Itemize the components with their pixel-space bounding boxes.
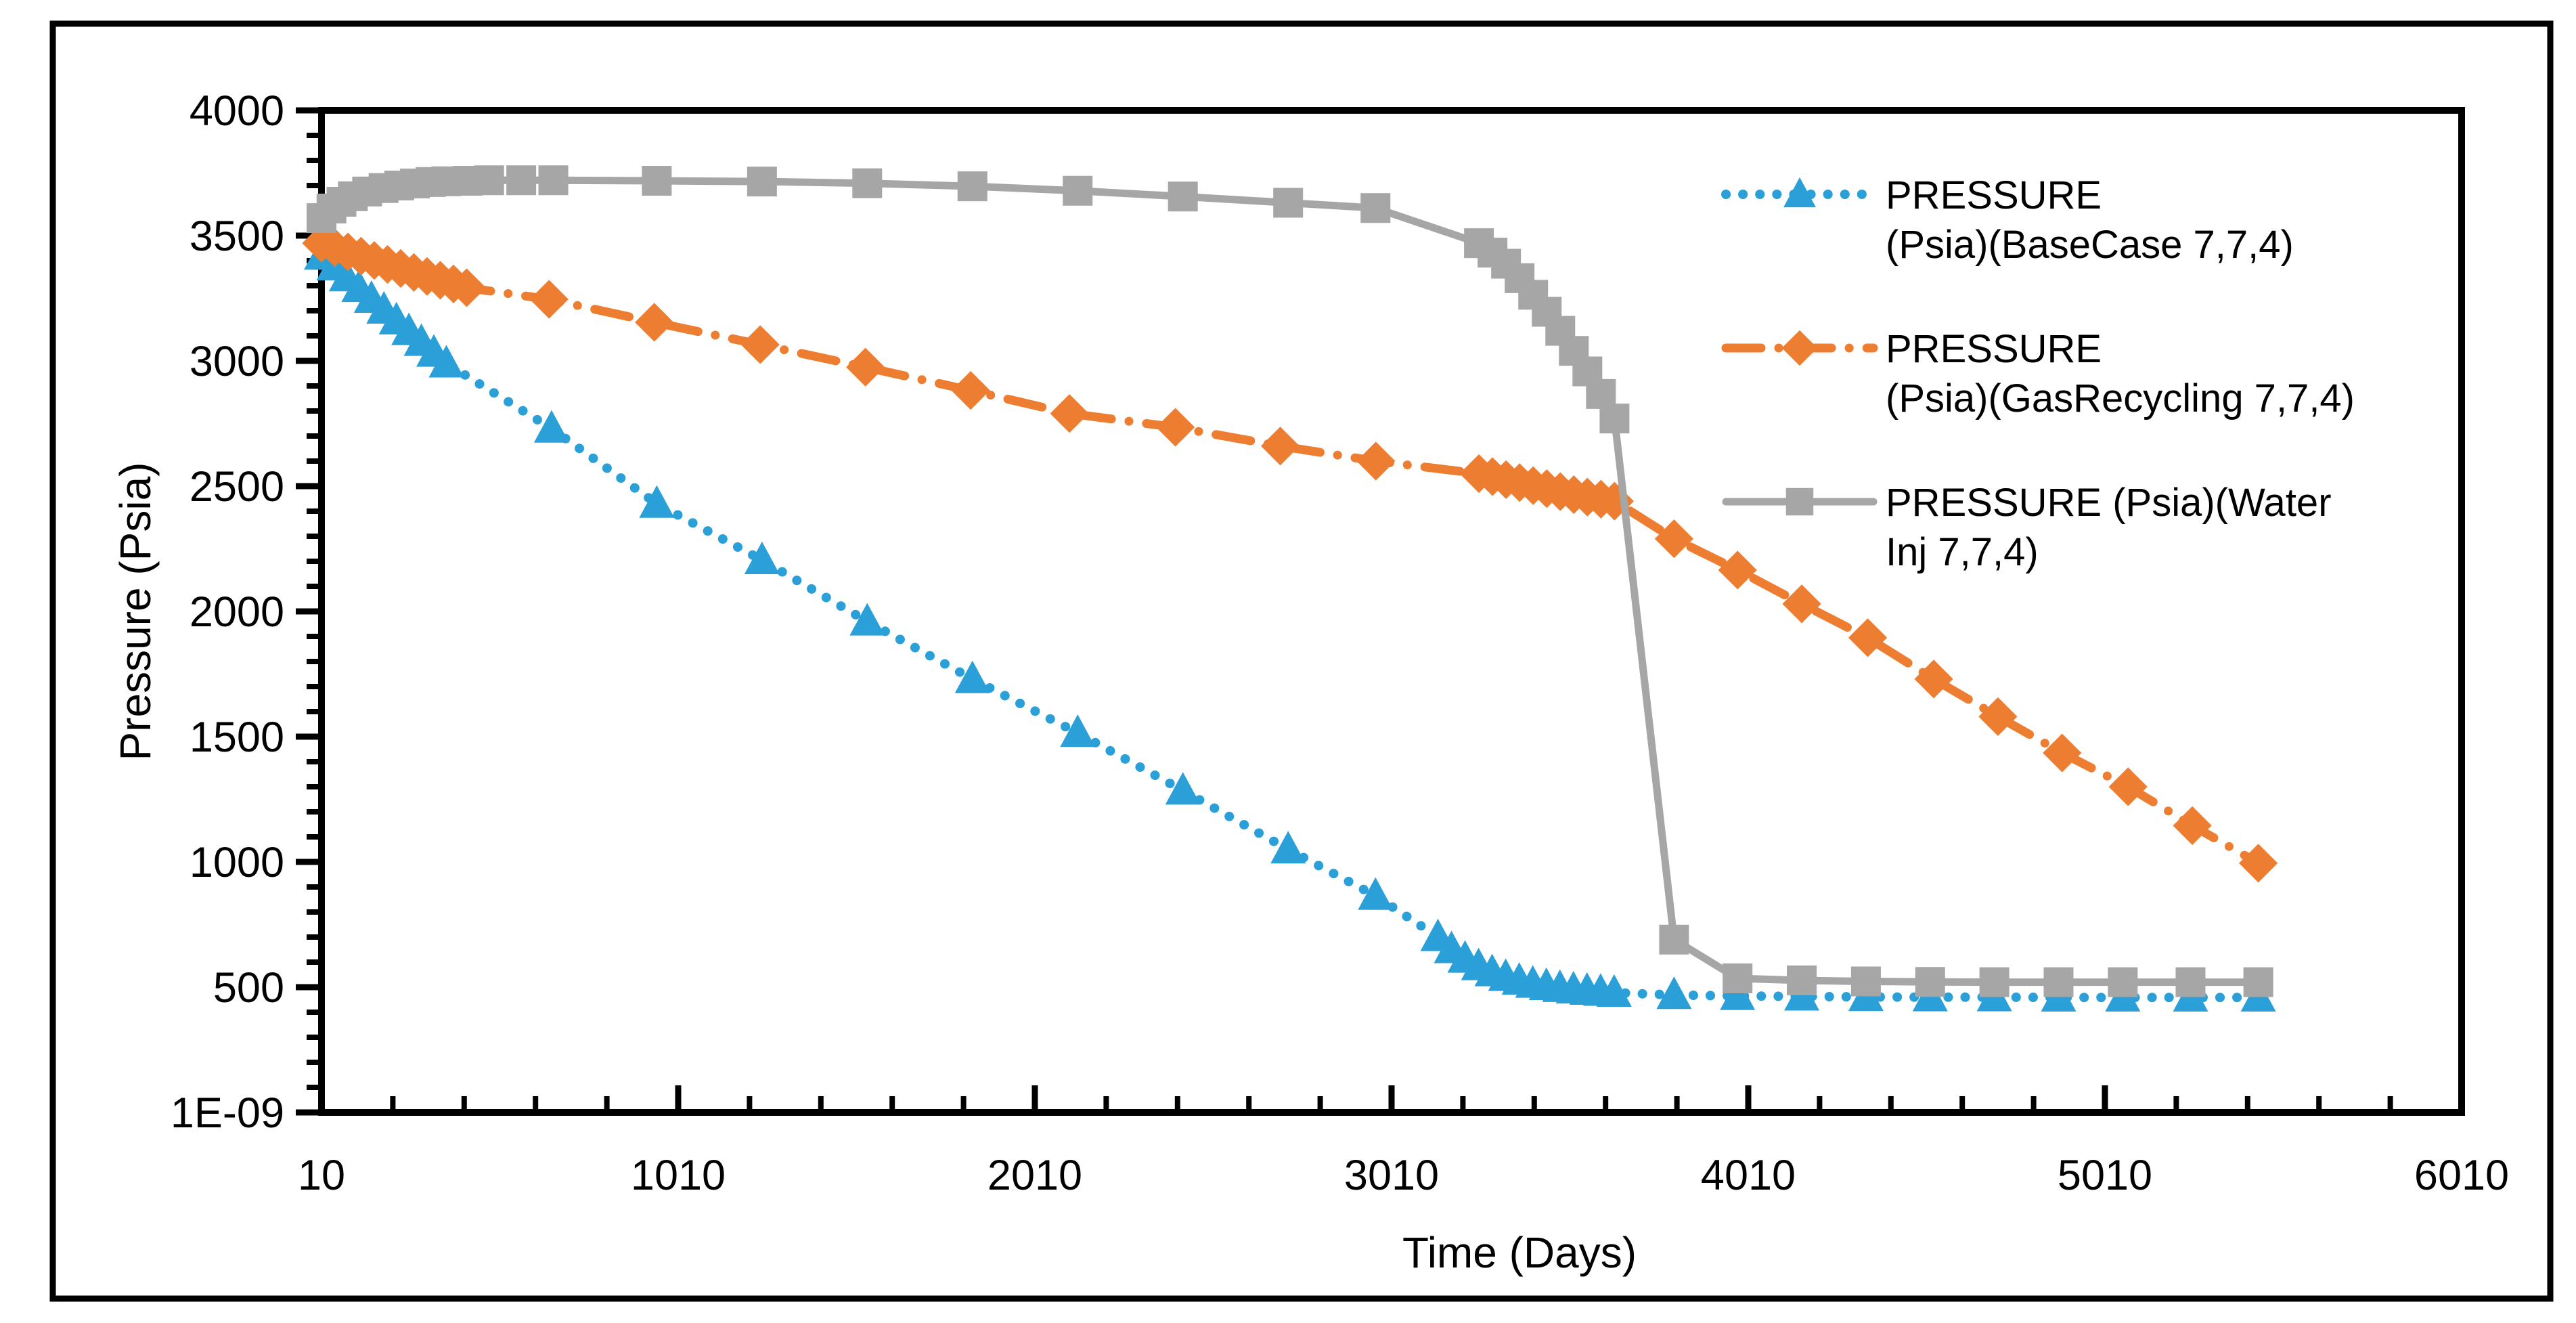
y-tick-label: 2500 [190, 463, 284, 511]
marker-basecase [954, 660, 990, 693]
marker-waterinj [1586, 378, 1616, 409]
y-tick-label: 3000 [190, 338, 284, 385]
x-tick-label: 10 [298, 1152, 345, 1199]
y-tick-label: 4000 [190, 87, 284, 135]
marker-waterinj [1979, 967, 2009, 997]
y-tick-label: 3500 [190, 213, 284, 260]
legend-label-basecase: PRESSURE [1886, 173, 2102, 217]
figure-border [49, 20, 2554, 1302]
x-axis-title: Time (Days) [1402, 1228, 1637, 1277]
marker-waterinj [642, 165, 672, 196]
marker-gasrecycling [951, 371, 990, 410]
marker-gasrecycling [635, 303, 674, 342]
marker-basecase [1596, 974, 1632, 1007]
x-tick-label: 2010 [987, 1152, 1082, 1199]
legend-marker-waterinj-icon [1785, 487, 1814, 516]
x-tick-label: 3010 [1344, 1152, 1439, 1199]
marker-basecase [1270, 831, 1306, 864]
markers-gasrecycling [302, 223, 2278, 883]
marker-basecase [849, 603, 885, 636]
legend-item-basecase: PRESSURE (Psia)(BaseCase 7,7,4) [1721, 173, 2294, 267]
marker-gasrecycling [2173, 806, 2212, 845]
marker-waterinj [2108, 967, 2138, 997]
marker-gasrecycling [529, 280, 569, 319]
legend: PRESSURE (Psia)(BaseCase 7,7,4) PRESSURE (P… [1721, 173, 2355, 574]
legend-label-gasrecycling: (Psia)(GasRecycling 7,7,4) [1886, 376, 2355, 420]
legend-marker-basecase-icon [1783, 177, 1816, 208]
marker-gasrecycling [1782, 584, 1821, 624]
marker-gasrecycling [2108, 767, 2148, 806]
y-tick-label: 1500 [190, 714, 284, 761]
marker-basecase [744, 541, 780, 574]
x-tick-label: 4010 [1701, 1152, 1796, 1199]
marker-waterinj [852, 168, 883, 198]
marker-basecase [1165, 772, 1201, 805]
marker-basecase [533, 410, 569, 443]
marker-waterinj [1360, 193, 1391, 223]
marker-gasrecycling [1156, 408, 1195, 447]
marker-gasrecycling [1654, 519, 1693, 559]
marker-waterinj [1915, 967, 1945, 997]
marker-waterinj [538, 165, 569, 196]
legend-item-gasrecycling: PRESSURE (Psia)(GasRecycling 7,7,4) [1721, 327, 2355, 420]
y-axis: 1E-09 500 1000 1500 2000 2500 3000 3500 4000 [171, 87, 321, 1137]
legend-label-basecase: (Psia)(BaseCase 7,7,4) [1886, 223, 2294, 267]
y-tick-label: 500 [213, 964, 284, 1012]
marker-waterinj [957, 171, 987, 202]
legend-label-waterinj: PRESSURE (Psia)(Water [1886, 481, 2332, 525]
marker-waterinj [1572, 356, 1603, 387]
markers-waterinj [307, 165, 2273, 997]
marker-waterinj [1787, 966, 1817, 996]
legend-label-gasrecycling: PRESSURE [1886, 327, 2102, 371]
marker-waterinj [747, 167, 777, 197]
legend-marker-gasrecycling-icon [1781, 330, 1818, 366]
marker-waterinj [1723, 963, 1753, 994]
marker-gasrecycling [1718, 550, 1757, 590]
marker-waterinj [2175, 967, 2206, 997]
legend-label-waterinj: Inj 7,7,4) [1886, 530, 2039, 574]
x-tick-label: 1010 [631, 1152, 726, 1199]
marker-basecase [428, 345, 464, 378]
marker-waterinj [1599, 404, 1630, 434]
y-tick-label: 1E-09 [171, 1089, 284, 1137]
marker-gasrecycling [2239, 844, 2278, 883]
marker-waterinj [1063, 175, 1093, 206]
marker-gasrecycling [1356, 441, 1396, 481]
marker-waterinj [474, 165, 504, 196]
marker-waterinj [1273, 188, 1304, 218]
x-tick-label: 6010 [2414, 1152, 2509, 1199]
marker-waterinj [1850, 966, 1881, 997]
marker-basecase [1656, 976, 1692, 1010]
marker-gasrecycling [740, 325, 780, 364]
marker-waterinj [1168, 181, 1198, 212]
marker-gasrecycling [846, 347, 885, 387]
marker-gasrecycling [1914, 659, 1953, 699]
y-tick-label: 2000 [190, 588, 284, 636]
marker-gasrecycling [1978, 697, 2018, 736]
legend-item-waterinj: PRESSURE (Psia)(Water Inj 7,7,4) [1722, 481, 2332, 574]
marker-basecase [1720, 977, 1756, 1010]
marker-waterinj [1659, 924, 1689, 955]
marker-gasrecycling [447, 268, 487, 307]
marker-waterinj [506, 165, 537, 196]
marker-gasrecycling [1848, 618, 1888, 657]
x-tick-label: 5010 [2058, 1152, 2152, 1199]
marker-gasrecycling [1260, 427, 1300, 466]
marker-gasrecycling [2043, 733, 2082, 773]
marker-waterinj [2243, 967, 2273, 997]
series-layer [302, 165, 2278, 1012]
marker-basecase [639, 485, 675, 518]
marker-waterinj [2043, 967, 2074, 997]
marker-gasrecycling [1050, 394, 1089, 433]
marker-basecase [1060, 714, 1096, 747]
y-axis-title: Pressure (Psia) [111, 462, 160, 761]
y-tick-label: 1000 [190, 839, 284, 886]
marker-basecase [1358, 877, 1394, 910]
